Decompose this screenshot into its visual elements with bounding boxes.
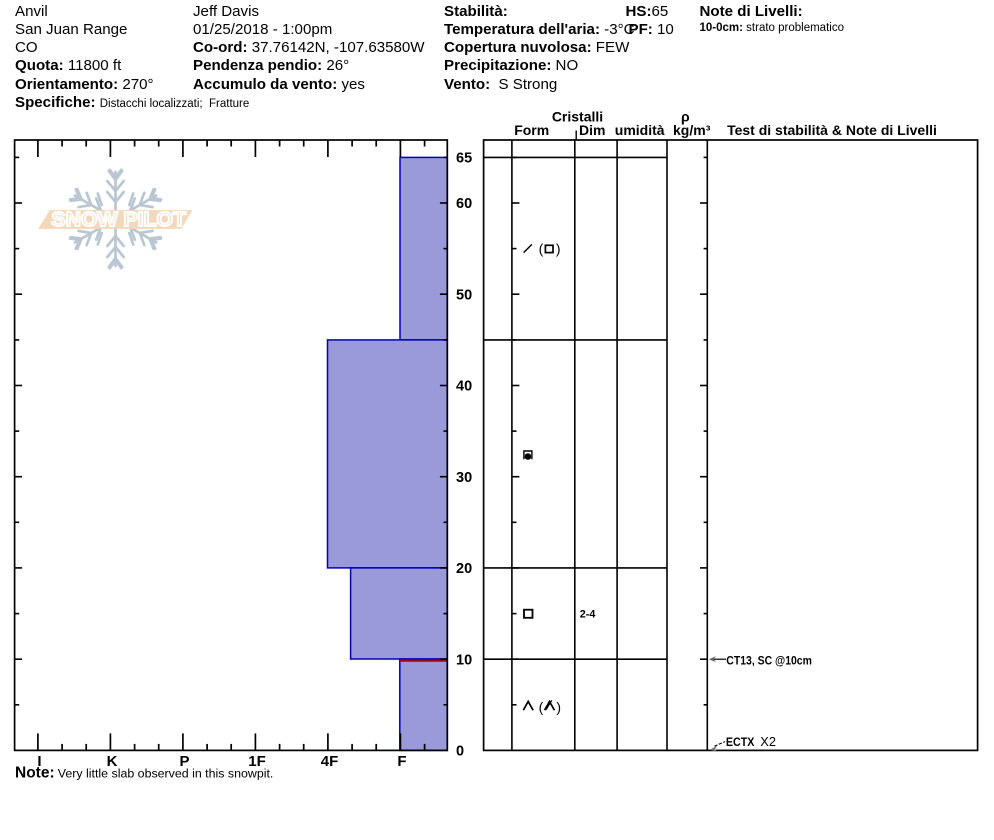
svg-text:ECTX: ECTX — [726, 737, 755, 749]
svg-text:SNOW PILOT: SNOW PILOT — [52, 208, 187, 231]
svg-text:30: 30 — [456, 470, 472, 486]
svg-text:): ) — [556, 699, 561, 715]
svg-text:X2: X2 — [760, 734, 776, 749]
svg-text:kg/m³: kg/m³ — [673, 122, 711, 138]
svg-text:P: P — [179, 753, 189, 770]
svg-text:Dim: Dim — [579, 122, 605, 138]
svg-text:20: 20 — [456, 561, 472, 577]
svg-text:2-4: 2-4 — [580, 609, 596, 621]
svg-text:(: ( — [539, 240, 544, 256]
svg-text:50: 50 — [456, 287, 472, 303]
svg-text:0: 0 — [456, 744, 464, 760]
svg-text:10: 10 — [456, 652, 472, 668]
svg-text:umidità: umidità — [615, 122, 665, 138]
svg-text:F: F — [397, 753, 406, 770]
svg-text:): ) — [556, 240, 561, 256]
svg-text:Note:: Note: — [15, 764, 55, 781]
svg-text:K: K — [107, 753, 118, 770]
svg-text:Form: Form — [514, 122, 549, 138]
svg-text:1F: 1F — [248, 753, 266, 770]
svg-text:4F: 4F — [321, 753, 339, 770]
svg-text:(: ( — [539, 699, 544, 715]
svg-text:I: I — [37, 753, 41, 770]
svg-text:40: 40 — [456, 379, 472, 395]
svg-text:Very little slab observed in t: Very little slab observed in this snowpi… — [58, 766, 274, 780]
svg-text:60: 60 — [456, 196, 472, 212]
svg-text:CT13, SC @10cm: CT13, SC @10cm — [726, 654, 812, 668]
svg-text:65: 65 — [456, 151, 472, 167]
svg-text:Cristalli: Cristalli — [552, 109, 603, 125]
svg-text:ρ: ρ — [681, 109, 690, 125]
svg-text:Test di stabilità & Note di Li: Test di stabilità & Note di Livelli — [727, 122, 937, 138]
